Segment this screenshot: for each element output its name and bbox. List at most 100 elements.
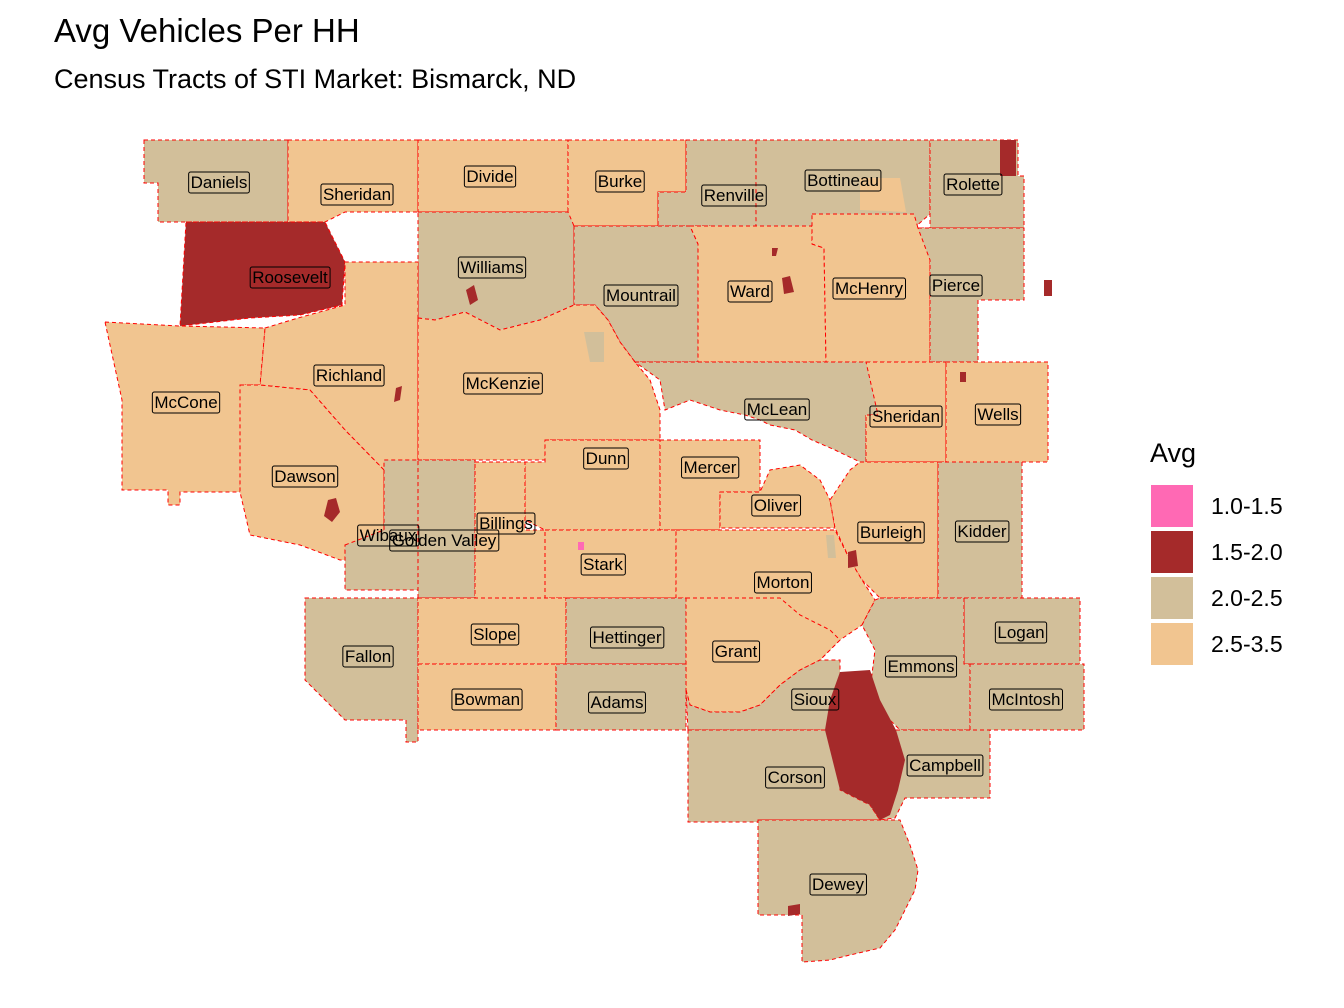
county-label-box	[583, 447, 629, 470]
county-label-box	[701, 184, 767, 207]
county-region-emmons	[861, 597, 971, 731]
county-label-box	[943, 173, 1003, 196]
county-label-bottineau: Bottineau	[804, 169, 882, 192]
county-label-text: McKenzie	[466, 374, 541, 393]
county-label-box	[727, 280, 773, 303]
county-label-box	[463, 372, 543, 395]
county-label-williams: Williams	[457, 256, 527, 279]
county-label-mountrail: Mountrail	[603, 284, 679, 307]
county-label-text: McLean	[747, 400, 807, 419]
county-region-sioux	[685, 659, 841, 731]
county-region-ward	[689, 225, 827, 363]
county-label-richland: Richland	[313, 364, 385, 387]
county-label-box	[954, 520, 1010, 543]
county-label-text: Mercer	[684, 458, 737, 477]
county-label-roosevelt: Roosevelt	[249, 266, 331, 289]
county-label-box	[791, 688, 840, 711]
county-label-box	[804, 169, 882, 192]
county-label-box	[595, 170, 645, 193]
county-label-text: McHenry	[835, 279, 904, 298]
county-label-slope: Slope	[470, 623, 520, 646]
county-label-divide: Divide	[463, 165, 517, 188]
county-label-box	[751, 494, 802, 517]
county-label-logan: Logan	[994, 621, 1048, 644]
tract-highlight	[826, 535, 836, 558]
county-label-text: Golden Valley	[392, 531, 497, 550]
county-label-mccone: McCone	[151, 391, 221, 414]
county-label-text: Ward	[730, 282, 770, 301]
county-label-campbell: Campbell	[906, 754, 984, 777]
tract-highlight	[960, 372, 966, 382]
county-label-dunn: Dunn	[583, 447, 629, 470]
county-label-kidder: Kidder	[954, 520, 1010, 543]
county-label-box	[754, 571, 812, 594]
county-label-burleigh: Burleigh	[857, 521, 925, 544]
legend-label-4: 2.5-3.5	[1211, 631, 1283, 657]
county-region-mcintosh	[969, 663, 1085, 731]
county-label-golden-valley: Golden Valley	[389, 529, 500, 552]
county-label-text: Roosevelt	[252, 268, 328, 287]
county-label-box	[884, 655, 958, 678]
tract-highlight	[324, 498, 340, 522]
county-label-text: Bowman	[454, 690, 520, 709]
county-label-box	[929, 274, 983, 297]
county-labels: Daniels Sheridan Divide Burke Renville Bottin…	[151, 165, 1063, 896]
map-title: Avg Vehicles Per HH	[54, 12, 360, 49]
county-label-dewey: Dewey	[809, 873, 867, 896]
county-label-sioux: Sioux	[791, 688, 840, 711]
county-label-text: Dunn	[586, 449, 627, 468]
county-label-burke: Burke	[595, 170, 645, 193]
tract-highlight	[825, 670, 905, 820]
tract-highlight	[782, 276, 794, 294]
county-label-mchenry: McHenry	[832, 277, 907, 300]
county-label-daniels: Daniels	[188, 171, 250, 194]
county-label-text: Sheridan	[323, 185, 391, 204]
legend-swatch-1	[1151, 485, 1193, 527]
county-label-box	[470, 623, 520, 646]
county-label-box	[974, 403, 1022, 426]
county-label-box	[463, 165, 517, 188]
county-label-mckenzie: McKenzie	[463, 372, 543, 395]
county-label-box	[989, 688, 1063, 711]
county-label-text: Williams	[460, 258, 523, 277]
tract-highlight	[848, 550, 858, 568]
county-label-wibaux: Wibaux	[357, 524, 420, 547]
legend-item-1: 1.0-1.5	[1151, 485, 1344, 527]
county-label-grant: Grant	[712, 640, 761, 663]
county-region-wibaux	[344, 459, 419, 591]
county-label-corson: Corson	[765, 766, 825, 789]
county-label-text: Stark	[583, 555, 623, 574]
county-label-box	[590, 626, 665, 649]
county-label-box	[313, 364, 385, 387]
county-label-text: Oliver	[754, 496, 799, 515]
county-label-text: Burleigh	[860, 523, 922, 542]
legend-title: Avg	[1150, 438, 1197, 468]
county-label-text: Logan	[997, 623, 1044, 642]
county-label-mcintosh: McIntosh	[989, 688, 1063, 711]
county-label-box	[588, 691, 646, 714]
county-label-box	[188, 171, 250, 194]
county-label-box	[765, 766, 825, 789]
county-label-box	[994, 621, 1048, 644]
county-label-box	[451, 688, 523, 711]
county-label-text: Burke	[598, 172, 642, 191]
county-region-sheridan	[287, 139, 419, 223]
county-label-mercer: Mercer	[681, 456, 740, 479]
county-label-text: Wibaux	[360, 526, 417, 545]
county-label-dawson: Dawson	[271, 465, 339, 488]
county-label-box	[809, 873, 867, 896]
county-label-text: Pierce	[932, 276, 980, 295]
county-label-box	[603, 284, 679, 307]
county-label-bowman: Bowman	[451, 688, 523, 711]
county-label-text: Richland	[316, 366, 382, 385]
county-label-text: Mountrail	[606, 286, 676, 305]
county-label-text: Corson	[768, 768, 823, 787]
county-label-text: Bottineau	[807, 171, 879, 190]
county-label-text: Divide	[466, 167, 513, 186]
county-label-rolette: Rolette	[943, 173, 1003, 196]
county-label-box	[271, 465, 339, 488]
county-label-text: Hettinger	[593, 628, 662, 647]
tract-highlight	[394, 386, 402, 402]
county-label-text: McCone	[154, 393, 217, 412]
county-label-ward: Ward	[727, 280, 773, 303]
